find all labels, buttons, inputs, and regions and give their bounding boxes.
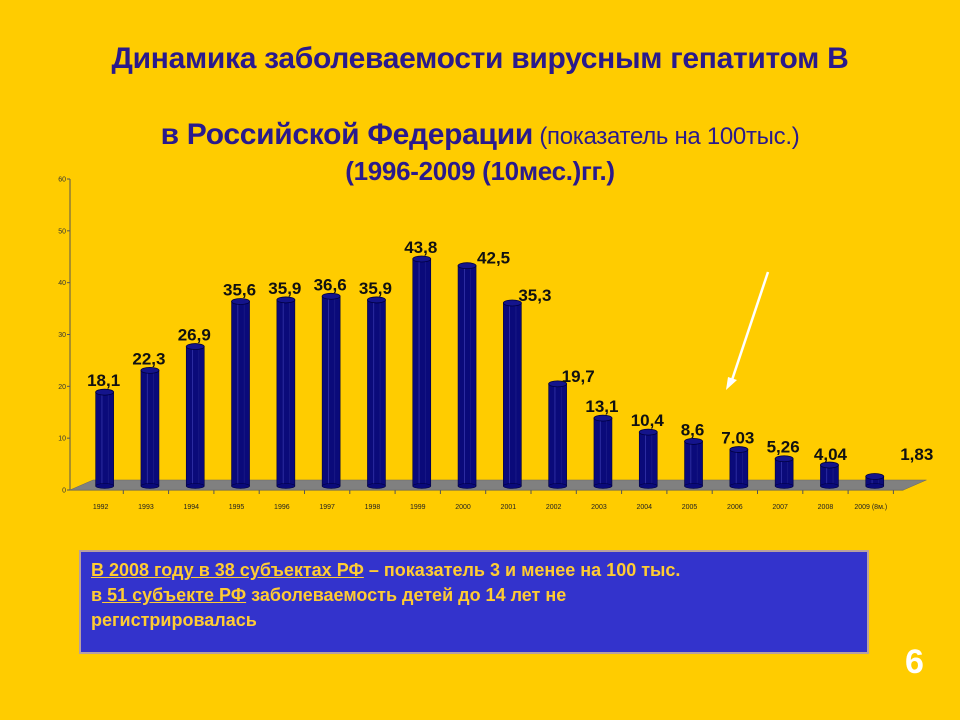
x-tick-label: 2009 (8м.): [854, 504, 887, 511]
chart-value-labels: 18,1 22,3 26,9 35,6 35,9 36,6 35,9 43,8 42,5 35,3…: [87, 238, 933, 464]
value-label: 8,6: [681, 420, 705, 439]
value-label: 35,9: [359, 279, 392, 298]
x-tick-label: 1997: [319, 504, 335, 511]
slide-title-line2: в Российской Федерации (показатель на 10…: [0, 118, 960, 152]
bar-2006: [729, 446, 749, 489]
value-label: 35,6: [223, 280, 256, 299]
info-line-1: В 2008 году в 38 субъектах РФ – показате…: [91, 560, 681, 580]
slide-title-period: (1996-2009 (10мес.)гг.): [345, 156, 615, 186]
y-tick-label: 60: [58, 177, 66, 184]
y-tick-label: 50: [58, 228, 66, 235]
title-units: (показатель на 100тыс.): [532, 123, 800, 150]
value-label: 1,83: [900, 445, 933, 464]
x-tick-label: 2007: [772, 504, 788, 511]
bar-1996: [276, 296, 296, 489]
info-highlight-51: 51 субъекте РФ: [102, 585, 247, 605]
page-number: 6: [905, 643, 924, 681]
x-tick-label: 2008: [818, 504, 834, 511]
chart-x-axis-labels: 1992 1993 1994 1995 1996 1997 1998 1999 2000 2001…: [93, 504, 887, 511]
bar-1995: [231, 298, 250, 489]
x-tick-label: 1993: [138, 504, 154, 511]
bar-2008: [820, 461, 839, 489]
x-tick-label: 2001: [501, 504, 517, 511]
y-tick-label: 0: [62, 488, 66, 495]
x-tick-label: 2004: [636, 504, 652, 511]
chart-bars: [95, 255, 885, 489]
x-tick-label: 2000: [455, 504, 471, 511]
y-tick-label: 40: [58, 280, 66, 287]
y-tick-label: 10: [58, 436, 66, 443]
value-label: 13,1: [585, 397, 618, 416]
x-tick-label: 1998: [365, 504, 381, 511]
x-tick-label: 2005: [682, 504, 698, 511]
x-tick-label: 2003: [591, 504, 607, 511]
bar-2003: [593, 414, 613, 489]
value-label: 5,26: [767, 438, 800, 457]
y-tick-label: 20: [58, 384, 66, 391]
value-label: 10,4: [631, 411, 665, 430]
slide-title-line1: Динамика заболеваемости вирусным гепатит…: [111, 42, 849, 75]
bar-1999: [412, 255, 432, 489]
value-label: 22,3: [132, 349, 165, 368]
value-label: 7.03: [721, 429, 754, 448]
value-label: 26,9: [178, 326, 211, 345]
value-label: 42,5: [477, 249, 510, 268]
x-tick-label: 1994: [183, 504, 199, 511]
bar-1998: [367, 296, 386, 489]
x-tick-label: 1992: [93, 504, 109, 511]
info-highlight-2008: В 2008 году в 38 субъектах РФ: [91, 560, 364, 580]
bar-1992: [95, 388, 115, 489]
info-line-3: регистрировалась: [91, 610, 257, 630]
y-tick-label: 30: [58, 332, 66, 339]
bar-2001: [502, 299, 522, 489]
info-line-2: в 51 субъекте РФ заболеваемость детей до…: [91, 585, 567, 605]
bar-1997: [321, 292, 341, 489]
x-tick-label: 2002: [546, 504, 562, 511]
value-label: 4,04: [814, 445, 848, 464]
value-label: 35,3: [518, 286, 551, 305]
x-tick-label: 1996: [274, 504, 290, 511]
value-label: 19,7: [562, 367, 595, 386]
bar-2007: [774, 455, 794, 489]
bar-2005: [684, 438, 703, 489]
info-box: В 2008 году в 38 субъектах РФ – показате…: [79, 550, 869, 654]
x-tick-label: 1999: [410, 504, 426, 511]
x-tick-label: 1995: [229, 504, 245, 511]
value-label: 43,8: [404, 238, 437, 257]
value-label: 35,9: [268, 279, 301, 298]
bar-2009: [865, 473, 885, 489]
value-label: 36,6: [314, 275, 347, 294]
bar-chart: 0 10 20 30 40 50 60 18,1 22,3 26,9 35,6 35,9 36,6 35…: [58, 177, 933, 512]
value-label: 18,1: [87, 371, 120, 390]
bar-2000: [457, 262, 477, 489]
x-tick-label: 2006: [727, 504, 743, 511]
bar-2004: [638, 428, 658, 489]
bar-1994: [185, 343, 205, 489]
title-region: в Российской Федерации: [160, 118, 534, 151]
bar-2002: [548, 380, 568, 489]
bar-1993: [140, 367, 160, 489]
arrow-annotation-icon: [726, 271, 770, 390]
